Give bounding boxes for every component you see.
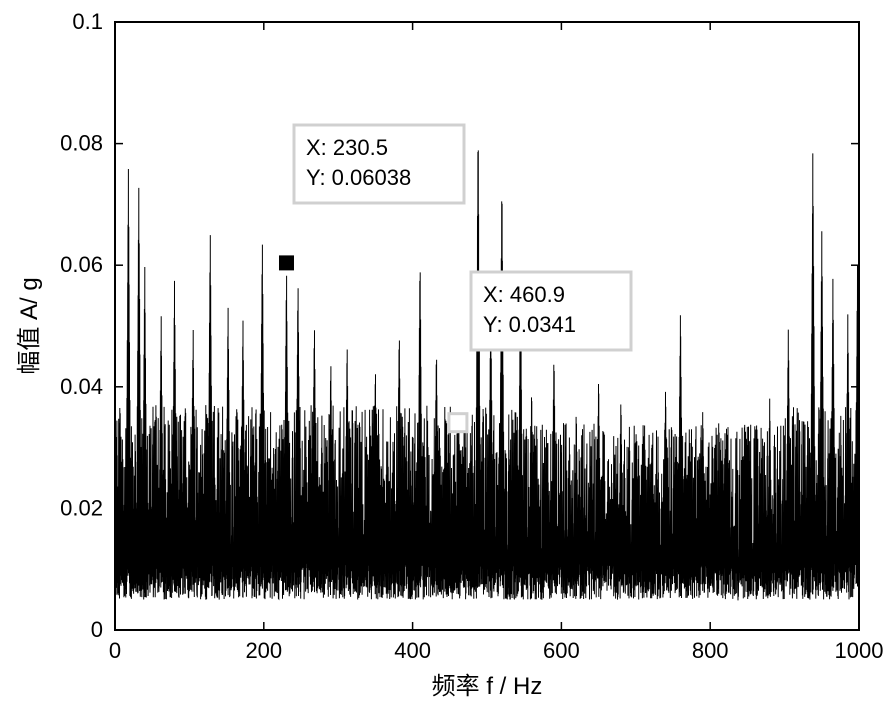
datatip-x-label: X: 460.9 <box>483 282 565 307</box>
datatip-x-label: X: 230.5 <box>306 135 388 160</box>
x-tick-label: 200 <box>245 638 282 663</box>
y-tick-label: 0.08 <box>60 131 103 156</box>
y-tick-label: 0.06 <box>60 252 103 277</box>
datatip-y-label: Y: 0.06038 <box>306 165 411 190</box>
x-axis-label: 频率 f / Hz <box>432 673 543 700</box>
y-tick-label: 0.1 <box>72 9 103 34</box>
datatip-marker[interactable] <box>449 414 467 432</box>
x-tick-label: 600 <box>543 638 580 663</box>
spectrum-chart: 0 200 400 600 800 1000 0 0.02 0.04 0.06 0.08 0.1 频率 … <box>0 0 886 719</box>
datatip-y-label: Y: 0.0341 <box>483 312 576 337</box>
x-tick-label: 1000 <box>835 638 884 663</box>
y-tick-label: 0.02 <box>60 495 103 520</box>
x-tick-label: 400 <box>394 638 431 663</box>
y-tick-label: 0.04 <box>60 374 103 399</box>
y-axis-label: 幅值 A/ g <box>16 277 43 374</box>
y-tick-label: 0 <box>91 617 103 642</box>
x-tick-label: 800 <box>692 638 729 663</box>
datatip-marker[interactable] <box>277 254 295 272</box>
x-tick-label: 0 <box>109 638 121 663</box>
